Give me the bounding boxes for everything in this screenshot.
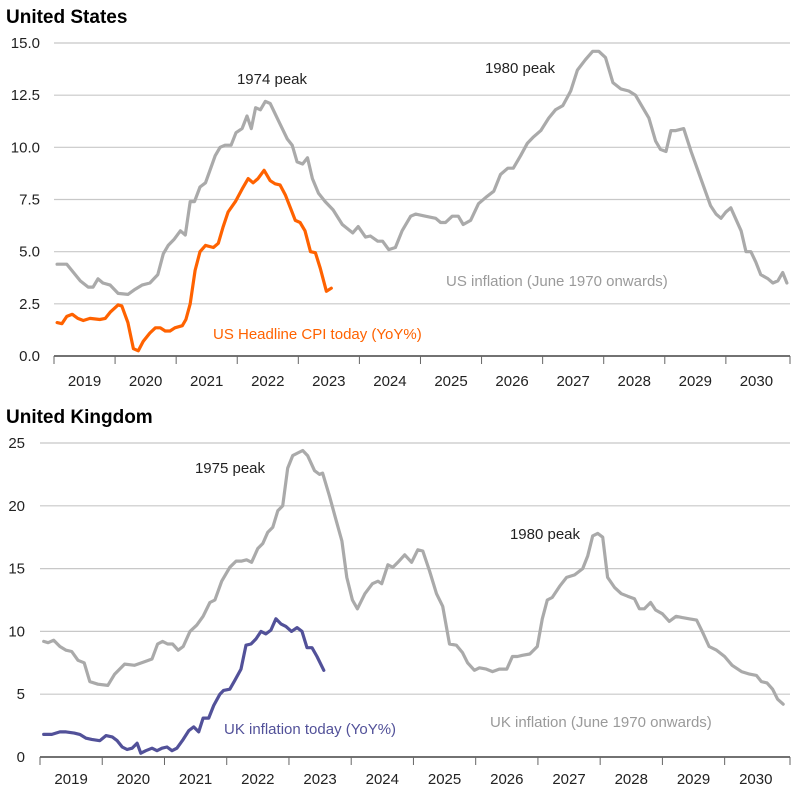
uk-x-tick-label: 2028: [615, 771, 648, 788]
uk-chart-title: United Kingdom: [6, 407, 153, 428]
uk-gridlines: [40, 442, 790, 695]
us-x-tick-label: 2024: [373, 373, 406, 390]
legend-us-historical: US inflation (June 1970 onwards): [446, 273, 668, 290]
uk-x-ticks: 2019 2020 2021 2022 2023 2024 2025 2026 2027 2028…: [39, 756, 791, 788]
us-y-tick-label: 10.0: [11, 139, 40, 156]
uk-x-tick-label: 2030: [739, 771, 772, 788]
us-y-tick-label: 2.5: [19, 296, 40, 313]
annotation-1980-peak-us: 1980 peak: [485, 60, 556, 77]
us-x-tick-label: 2029: [679, 373, 712, 390]
uk-y-tick-label: 10: [8, 623, 25, 640]
annotation-1980-peak-uk: 1980 peak: [510, 526, 581, 543]
uk-y-tick-label: 25: [8, 435, 25, 452]
uk-series: [42, 448, 785, 755]
uk-x-tick-label: 2026: [490, 771, 523, 788]
us-x-tick-label: 2022: [251, 373, 284, 390]
legend-uk-historical: UK inflation (June 1970 onwards): [490, 714, 712, 731]
us-x-tick-label: 2030: [740, 373, 773, 390]
us-x-tick-label: 2020: [129, 373, 162, 390]
us-x-tick-label: 2019: [68, 373, 101, 390]
uk-x-tick-label: 2023: [303, 771, 336, 788]
legend-us-today: US Headline CPI today (YoY%): [213, 326, 422, 343]
us-y-ticks: 0.0 2.5 5.0 7.5 10.0 12.5 15.0: [11, 35, 40, 365]
uk-current-inflation-line: [42, 617, 326, 755]
us-chart-title: United States: [6, 7, 127, 28]
legend-uk-today: UK inflation today (YoY%): [224, 721, 396, 738]
uk-historical-inflation-line: [42, 448, 785, 706]
annotation-1974-peak: 1974 peak: [237, 71, 308, 88]
uk-x-tick-label: 2022: [241, 771, 274, 788]
us-x-tick-label: 2021: [190, 373, 223, 390]
us-x-tick-label: 2026: [495, 373, 528, 390]
uk-x-tick-label: 2027: [552, 771, 585, 788]
uk-x-tick-label: 2019: [54, 771, 87, 788]
us-x-tick-label: 2027: [556, 373, 589, 390]
uk-x-tick-label: 2021: [179, 771, 212, 788]
us-current-inflation-line: [55, 168, 333, 353]
uk-y-tick-label: 5: [17, 686, 25, 703]
us-panel: United States 0.0 2.5 5.0 7.5 10.0 12.5 15.0 2…: [6, 7, 791, 390]
us-y-tick-label: 0.0: [19, 348, 40, 365]
us-x-tick-label: 2025: [434, 373, 467, 390]
uk-y-ticks: 0 5 10 15 20 25: [8, 435, 25, 766]
us-x-tick-label: 2028: [618, 373, 651, 390]
uk-x-tick-label: 2020: [117, 771, 150, 788]
us-y-tick-label: 12.5: [11, 87, 40, 104]
annotation-1975-peak: 1975 peak: [195, 460, 266, 477]
us-x-tick-label: 2023: [312, 373, 345, 390]
us-y-tick-label: 5.0: [19, 244, 40, 261]
us-y-tick-label: 15.0: [11, 35, 40, 52]
us-y-tick-label: 7.5: [19, 192, 40, 209]
us-historical-inflation-line: [55, 49, 789, 296]
us-series: [55, 49, 789, 353]
us-x-ticks: 2019 2020 2021 2022 2023 2024 2025 2026 2027 2028…: [53, 355, 791, 390]
uk-y-tick-label: 15: [8, 561, 25, 578]
uk-x-tick-label: 2029: [677, 771, 710, 788]
uk-x-tick-label: 2024: [366, 771, 399, 788]
uk-y-tick-label: 0: [17, 749, 25, 766]
us-gridlines: [54, 42, 790, 305]
uk-y-tick-label: 20: [8, 498, 25, 515]
uk-x-tick-label: 2025: [428, 771, 461, 788]
